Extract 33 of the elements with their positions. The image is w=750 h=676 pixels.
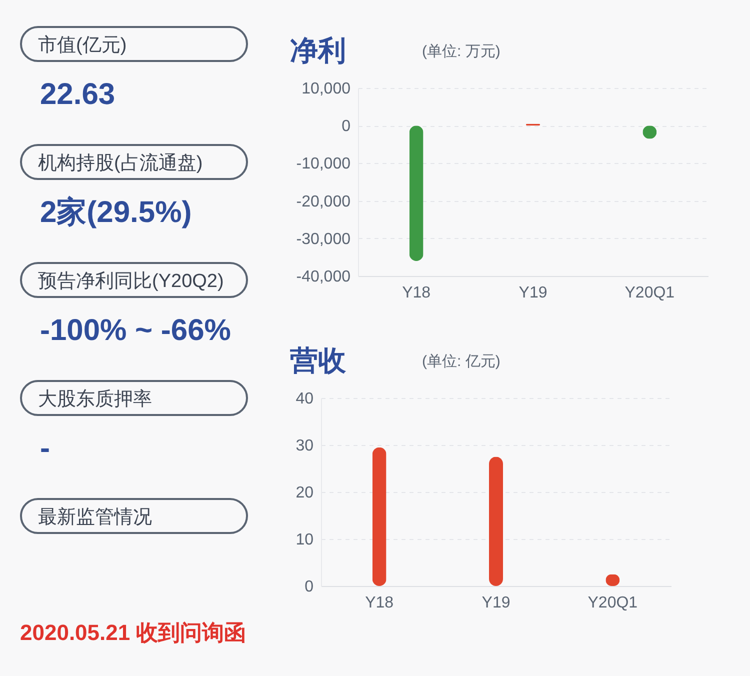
y-tick-label: -10,000: [296, 156, 351, 173]
y-tick-label: -40,000: [296, 268, 351, 286]
text: 2020.05.21 收到问询函: [20, 619, 246, 647]
text: 最新监管情况: [20, 498, 248, 534]
y-tick-label: 40: [296, 390, 314, 408]
x-tick-label: Y19: [518, 284, 548, 302]
x-tick-label: Y18: [365, 594, 394, 612]
y-tick-label: 10,000: [302, 80, 351, 98]
text: 预告净利同比(Y20Q2): [20, 262, 248, 298]
text: 22.63: [39, 77, 116, 113]
y-tick-label: 10: [296, 532, 314, 548]
bar: [489, 456, 503, 586]
chart-subtitle: (单位: 万元): [422, 42, 500, 61]
text: -: [39, 431, 51, 467]
y-tick-label: -30,000: [296, 230, 351, 248]
x-tick-label: Y19: [482, 594, 510, 612]
x-tick-label: Y20Q1: [624, 284, 675, 302]
text: 大股东质押率: [20, 380, 248, 416]
chart-title: 净利: [290, 34, 346, 68]
text: 市值(亿元): [20, 26, 248, 62]
text: 机构持股(占流通盘): [20, 144, 248, 180]
text: 2家(29.5%): [39, 194, 193, 231]
text: -100% ~ -66%: [39, 313, 232, 349]
y-tick-label: 20: [296, 484, 314, 502]
chart-title: 营收: [290, 344, 346, 378]
bar: [372, 447, 386, 586]
y-tick-label: 30: [296, 438, 314, 454]
x-tick-label: Y20Q1: [588, 594, 638, 612]
y-tick-label: -20,000: [296, 193, 351, 210]
chart-subtitle: (单位: 亿元): [422, 352, 500, 371]
y-tick-label: 0: [342, 118, 351, 136]
y-tick-label: 0: [304, 578, 314, 596]
x-tick-label: Y18: [402, 284, 431, 302]
